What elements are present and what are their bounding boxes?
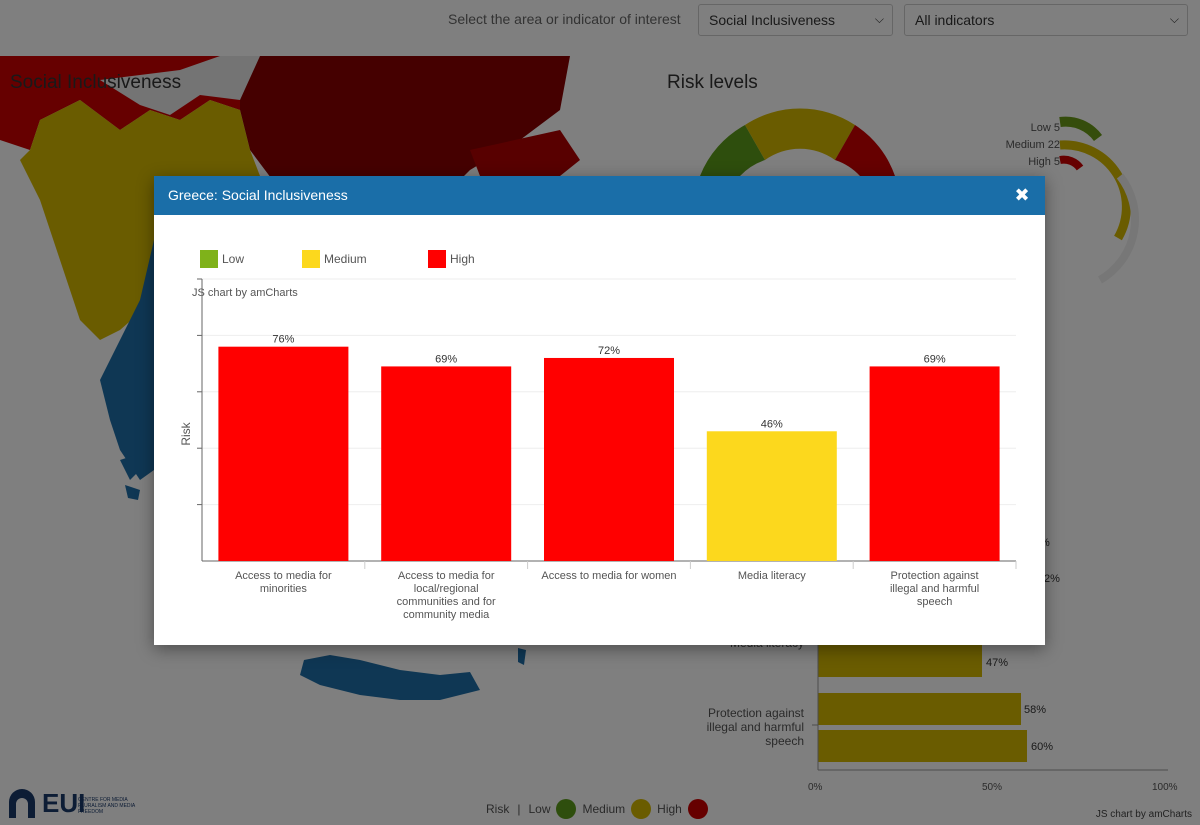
bar-value-label: 46% bbox=[761, 418, 783, 430]
category-label-line: communities and for bbox=[396, 596, 496, 608]
category-label-line: Access to media for bbox=[397, 570, 495, 582]
indicator-bar-chart: Risk 76% 69% 72% 46% 69% bbox=[179, 278, 1017, 569]
y-axis-label: Risk bbox=[179, 421, 193, 445]
category-label: Media literacy bbox=[690, 570, 853, 583]
legend-low[interactable]: Low bbox=[200, 250, 244, 268]
legend-medium[interactable]: Medium bbox=[302, 250, 367, 268]
amcharts-credit[interactable]: JS chart by amCharts bbox=[192, 287, 298, 299]
legend-label-high: High bbox=[450, 252, 475, 266]
category-label-line: local/regional bbox=[413, 583, 479, 595]
category-label-line: minorities bbox=[259, 583, 307, 595]
legend-swatch-low bbox=[200, 250, 218, 268]
bar bbox=[218, 346, 349, 561]
close-icon[interactable]: ✖ bbox=[1014, 185, 1030, 205]
bar-value-label: 76% bbox=[272, 334, 294, 346]
modal-title: Greece: Social Inclusiveness bbox=[168, 187, 348, 203]
category-label-line: Access to media for bbox=[235, 570, 332, 582]
category-label-line: community media bbox=[403, 609, 490, 621]
bar bbox=[869, 366, 1000, 561]
legend-label-medium: Medium bbox=[324, 252, 367, 266]
category-label: Access to media for minorities bbox=[202, 570, 365, 596]
modal-header: Greece: Social Inclusiveness ✖ bbox=[154, 176, 1045, 215]
bar-value-label: 72% bbox=[598, 345, 620, 357]
bar-value-label: 69% bbox=[924, 353, 946, 365]
category-label-line: Protection against bbox=[890, 570, 979, 582]
legend-swatch-medium bbox=[302, 250, 320, 268]
category-label: Access to media for local/regional communi… bbox=[365, 570, 528, 622]
category-label: Protection against illegal and harmful spe… bbox=[853, 570, 1016, 609]
bar bbox=[706, 431, 837, 561]
bar bbox=[381, 366, 512, 561]
bar bbox=[544, 357, 674, 561]
category-label: Access to media for women bbox=[528, 570, 691, 583]
category-label-line: speech bbox=[916, 596, 953, 608]
category-label-line: Access to media for women bbox=[541, 570, 677, 582]
legend-swatch-high bbox=[428, 250, 446, 268]
category-label-line: Media literacy bbox=[737, 570, 806, 582]
bar-value-label: 69% bbox=[435, 353, 457, 365]
legend-high[interactable]: High bbox=[428, 250, 475, 268]
category-label-line: illegal and harmful bbox=[889, 583, 980, 595]
indicator-modal: Greece: Social Inclusiveness ✖ Low Mediu… bbox=[154, 176, 1045, 645]
legend-label-low: Low bbox=[222, 252, 245, 266]
